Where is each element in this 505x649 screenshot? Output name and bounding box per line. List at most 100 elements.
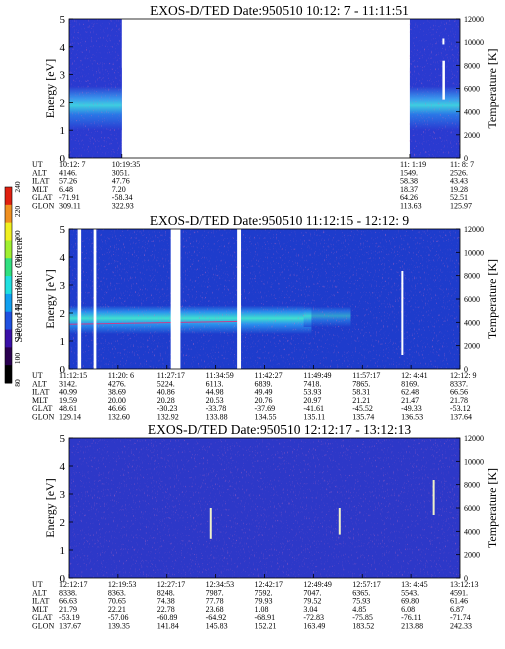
table-cell: 1549. [400,168,418,177]
table-row-label: GLON [32,622,54,631]
colorbar-label: Second Harmonic Current [14,237,25,342]
table-cell: 11:20: 6 [108,371,134,380]
table-cell: 21.79 [59,605,77,614]
y-axis-left: 0 1 2 3 4 5 Energy [eV] [43,224,73,376]
colorbar-swatch [5,204,12,224]
table-cell: 7418. [303,379,321,388]
table-cell: 2526. [450,168,468,177]
data-noise [409,19,460,158]
table-cell: -60.89 [157,613,178,622]
y-tick-label-right: 6000 [464,295,480,304]
y-tick-label: 4 [60,461,66,473]
panel-3: EXOS-D/TED Date:950510 12:12:17 - 13:12:… [32,422,499,631]
table-row-label: ALT [32,168,47,177]
y-axis-label-left: Energy [eV] [43,269,57,328]
y-tick-label: 2 [60,97,66,109]
y-tick-label-right: 8000 [464,61,480,70]
y-tick-label-right: 2000 [464,551,480,560]
table-cell: 12:27:17 [157,580,185,589]
y-tick-label: 0 [60,153,66,165]
colorbar-swatch [5,293,12,313]
table-row-label: MLT [32,605,48,614]
table-cell: 6.08 [401,605,415,614]
colorbar-ticks: 80 100 120 140 160 180 200 220 240 [13,181,22,387]
y-tick-label: 0 [60,364,66,376]
panel-title: EXOS-D/TED Date:950510 11:12:15 - 12:12:… [150,213,410,228]
y-tick-label-right: 8000 [464,481,480,490]
table-cell: 40.99 [59,388,77,397]
table-cell: 6365. [352,588,370,597]
table-cell: 19.28 [450,185,468,194]
panel-title: EXOS-D/TED Date:950510 12:12:17 - 13:12:… [148,422,411,437]
table-cell: 12:57:17 [352,580,380,589]
table-cell: 132.60 [108,413,130,422]
x-axis [68,154,461,158]
table-cell: 213.88 [401,622,423,631]
table-cell: 4591. [450,588,468,597]
y-tick-label-right: 12000 [464,225,484,234]
table-cell: -53.12 [450,404,471,413]
table-cell: 8338. [59,588,77,597]
table-row-label: ILAT [32,388,49,397]
table-cell: 79.93 [255,597,273,606]
data-noise [69,19,122,158]
table-row-label: ILAT [32,597,49,606]
heatmap-area [68,229,460,369]
y-tick-label: 0 [60,573,66,585]
table-cell: -33.78 [206,404,227,413]
table-cell: 8337. [450,379,468,388]
colorbar-tick-label: 120 [13,328,22,340]
table-cell: 66.63 [59,597,77,606]
table-row-label: UT [32,580,43,589]
table-cell: 11:57:17 [352,371,380,380]
table-cell: -58.34 [112,193,133,202]
table-cell: 1.08 [255,605,269,614]
table-cell: 7047. [303,588,321,597]
table-cell: 135.11 [303,413,325,422]
table-cell: 11: 8: 7 [450,160,474,169]
data-noise [69,438,460,578]
table-cell: -76.11 [401,613,421,622]
table-cell: 134.55 [255,413,277,422]
y-axis-label-right: Temperature [K] [485,468,499,548]
colorbar-swatch [5,329,12,348]
table-cell: 79.52 [303,597,321,606]
y-tick-label-right: 12000 [464,434,484,443]
table-cell: 40.86 [157,388,175,397]
y-axis-left: 0 1 2 3 4 5 Energy [eV] [43,14,73,165]
table-cell: 6.87 [450,605,464,614]
y-tick-label-right: 10000 [464,248,484,257]
table-cell: 5543. [401,588,419,597]
table-cell: 12:49:49 [303,580,331,589]
table-cell: 145.83 [206,622,228,631]
table-cell: 12:19:53 [108,580,136,589]
data-noise [69,229,460,369]
table-cell: 137.67 [59,622,81,631]
data-streak [209,508,212,539]
data-gap [237,229,242,369]
table-cell: 4.85 [352,605,366,614]
table-cell: 7.20 [112,185,126,194]
colorbar: 80 100 120 140 160 180 200 220 240 Second Harmon… [4,181,25,387]
table-cell: 7865. [352,379,370,388]
table-cell: 322.93 [112,202,134,211]
y-tick-label: 2 [60,517,66,529]
table-cell: 62.48 [401,388,419,397]
table-cell: 242.33 [450,622,472,631]
table-cell: 7592. [255,588,273,597]
y-tick-label-right: 8000 [464,272,480,281]
table-cell: 46.66 [108,404,126,413]
y-tick-label: 1 [60,125,66,137]
table-row-label: MLT [32,396,48,405]
y-tick-label: 3 [60,489,66,501]
table-cell: -30.23 [157,404,178,413]
table-row-label: ALT [32,588,47,597]
table-cell: 3142. [59,379,77,388]
y-axis-right: 0 2000 4000 6000 8000 10000 12000 Temperature [… [456,434,499,583]
colorbar-swatch [5,258,12,277]
table-cell: 20.97 [303,396,321,405]
table-row-label: GLON [32,413,54,422]
y-tick-label-right: 0 [464,574,468,583]
table-cell: -75.85 [352,613,373,622]
y-tick-label: 4 [60,252,66,264]
